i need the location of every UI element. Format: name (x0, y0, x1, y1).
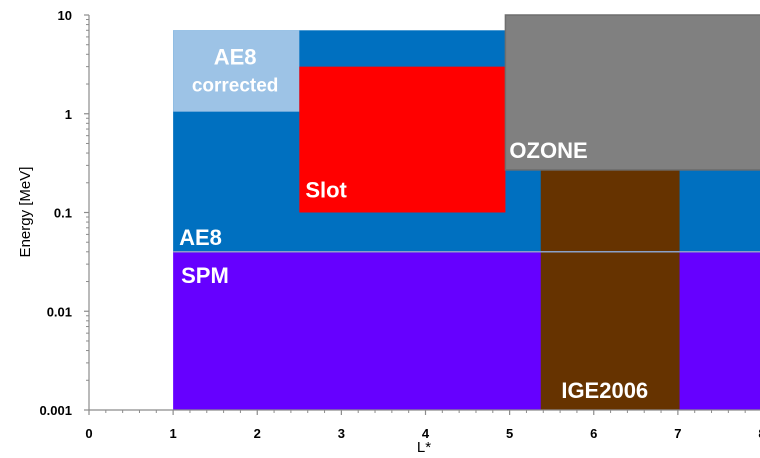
region-label-ozone: OZONE (509, 138, 587, 163)
x-axis-title: L* (417, 439, 431, 456)
x-tick-label: 3 (338, 426, 345, 441)
x-tick-label: 4 (422, 426, 430, 441)
region-label-ae8-corrected: AE8 (214, 44, 257, 69)
y-tick-label: 0.1 (54, 206, 72, 221)
x-tick-label: 2 (254, 426, 261, 441)
y-tick-label: 1 (65, 107, 72, 122)
x-tick-label: 1 (170, 426, 177, 441)
x-tick-label: 7 (674, 426, 681, 441)
region-label-spm: SPM (181, 263, 229, 288)
region-label-ae8: AE8 (179, 225, 222, 250)
region-labels: SPM AE8 AE8 corrected Slot IGE2006 OZONE (173, 44, 760, 403)
x-tick-label: 8 (758, 426, 760, 441)
y-tick-label: 0.001 (39, 403, 72, 418)
y-tick-label: 0.01 (47, 304, 72, 319)
region-label-slot: Slot (305, 178, 347, 203)
y-tick-label: 10 (58, 8, 72, 23)
region-slot (299, 66, 506, 213)
x-tick-label: 6 (590, 426, 597, 441)
x-tick-label: 0 (85, 426, 92, 441)
region-label-ae8-corrected-line2: corrected (192, 75, 279, 96)
region-ige2006 (540, 169, 680, 410)
axes: 0.001 0.01 0.1 1 10 0 1 2 3 4 5 6 7 8 (39, 8, 760, 441)
region-ae8-corrected (173, 30, 300, 112)
x-tick-label: 5 (506, 426, 513, 441)
regions (173, 14, 760, 410)
region-label-ige2006: IGE2006 (561, 378, 648, 403)
y-axis-title: Energy [MeV] (17, 167, 34, 258)
region-ozone (504, 14, 760, 171)
